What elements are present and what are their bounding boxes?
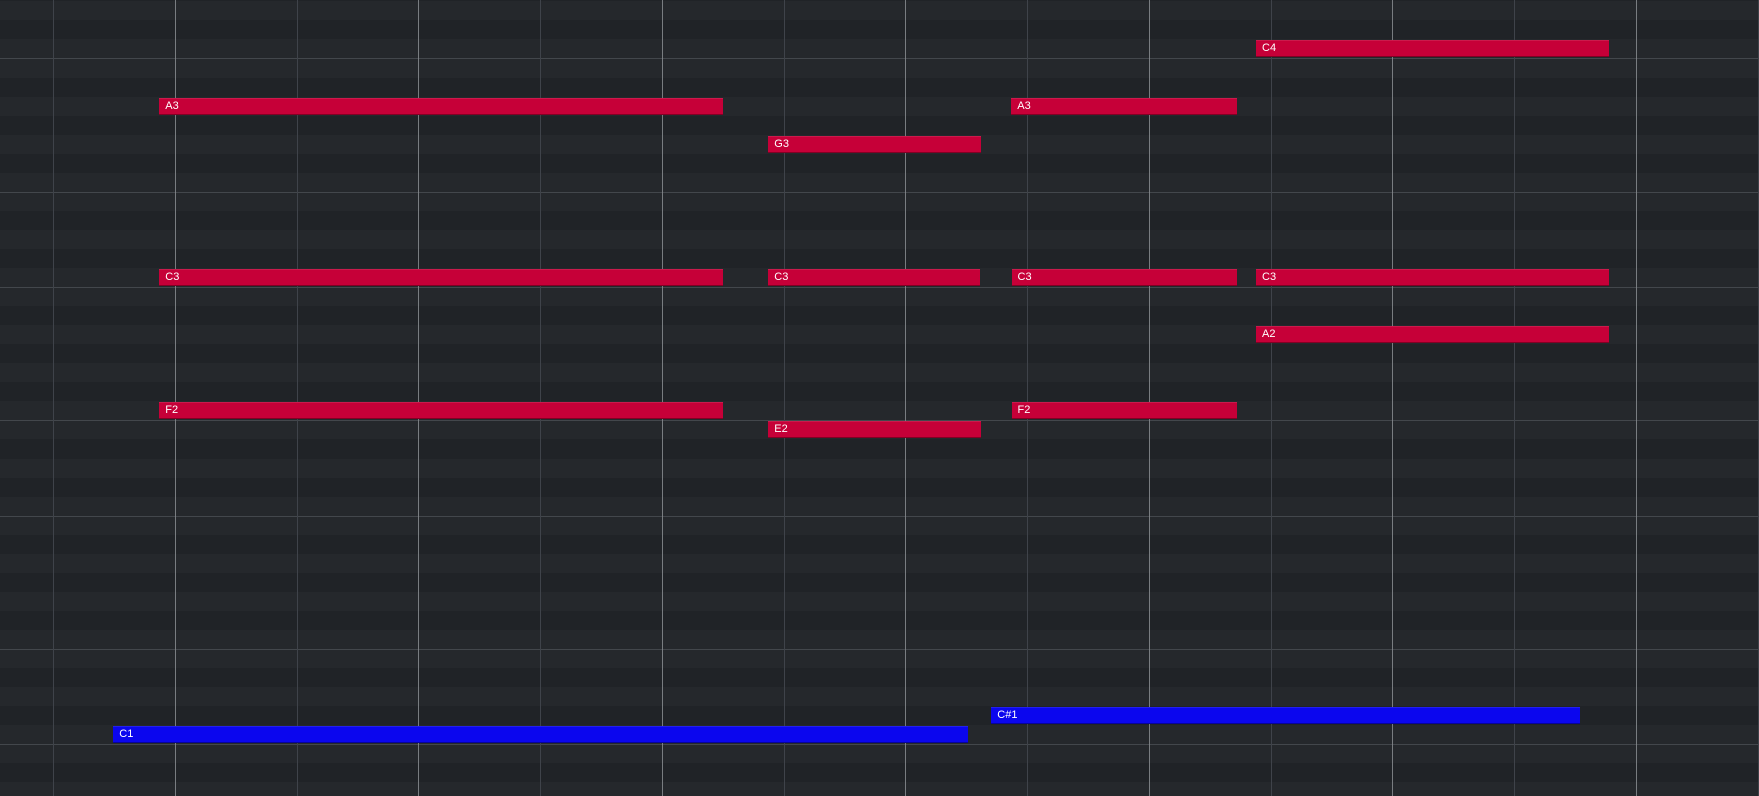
note-label: E2 xyxy=(774,423,788,436)
note-g3[interactable]: G3 xyxy=(768,135,982,153)
grid-row-a0 xyxy=(0,782,1759,796)
grid-line xyxy=(540,0,542,796)
grid-row-g1 xyxy=(0,591,1759,612)
grid-row-cs3 xyxy=(0,248,1759,269)
grid-row-ds2 xyxy=(0,439,1759,459)
grid-row-e3 xyxy=(0,191,1759,212)
grid-row-as0 xyxy=(0,763,1759,783)
grid-row-c2 xyxy=(0,496,1759,517)
octave-boundary-line xyxy=(0,58,1759,60)
grid-row-cs4 xyxy=(0,20,1759,40)
grid-row-gs1 xyxy=(0,572,1759,593)
grid-line xyxy=(1757,0,1759,796)
grid-row-d4 xyxy=(0,1,1759,21)
grid-row-as3 xyxy=(0,77,1759,98)
note-label: C3 xyxy=(1262,271,1277,283)
grid-line xyxy=(1027,0,1029,796)
grid-row-ds3 xyxy=(0,210,1759,231)
note-label: A3 xyxy=(165,99,179,112)
note-label: F2 xyxy=(165,404,179,417)
note-c3[interactable]: C3 xyxy=(1011,269,1238,286)
ef-boundary-line xyxy=(0,191,1759,193)
beat-line xyxy=(661,0,663,796)
note-label: C3 xyxy=(165,271,180,283)
beat-line xyxy=(1392,0,1394,796)
grid-row-fs3 xyxy=(0,153,1759,174)
grid-line xyxy=(783,0,785,796)
beat-line xyxy=(174,0,176,796)
grid-row-fs2 xyxy=(0,382,1759,402)
grid-line xyxy=(296,0,298,796)
note-f2[interactable]: F2 xyxy=(159,402,723,420)
note-label: C1 xyxy=(119,728,134,741)
note-label: C#1 xyxy=(997,709,1018,722)
grid-row-d3 xyxy=(0,229,1759,250)
beat-line xyxy=(418,0,420,796)
grid-row-f3 xyxy=(0,172,1759,193)
note-e2[interactable]: E2 xyxy=(768,421,981,439)
beat-line xyxy=(1148,0,1150,796)
note-c3[interactable]: C3 xyxy=(768,269,981,286)
grid-row-e1 xyxy=(0,649,1759,669)
ef-boundary-line xyxy=(0,649,1759,650)
note-label: A3 xyxy=(1017,99,1031,112)
grid-row-a1 xyxy=(0,553,1759,574)
beat-line xyxy=(905,0,907,796)
grid-row-ds4 xyxy=(0,0,1759,2)
grid-row-b0 xyxy=(0,744,1759,764)
note-c3[interactable]: C3 xyxy=(1256,269,1609,286)
note-c3[interactable]: C3 xyxy=(159,269,723,286)
ef-boundary-line xyxy=(0,420,1759,422)
note-label: C3 xyxy=(1017,271,1032,283)
note-label: G3 xyxy=(774,137,789,150)
note-a3[interactable]: A3 xyxy=(1011,97,1238,115)
note-cs1[interactable]: C#1 xyxy=(991,707,1580,725)
octave-boundary-line xyxy=(0,287,1759,289)
beat-line xyxy=(1635,0,1637,796)
note-a3[interactable]: A3 xyxy=(159,97,723,115)
grid-row-fs1 xyxy=(0,610,1759,631)
note-c1[interactable]: C1 xyxy=(113,726,969,744)
note-c4[interactable]: C4 xyxy=(1256,40,1609,58)
grid-row-cs2 xyxy=(0,477,1759,498)
note-label: C4 xyxy=(1262,42,1277,55)
note-label: A2 xyxy=(1262,328,1276,341)
grid-row-b2 xyxy=(0,287,1759,307)
grid-row-d2 xyxy=(0,458,1759,479)
grid-row-d1 xyxy=(0,687,1759,707)
note-label: C3 xyxy=(774,271,789,283)
grid-line xyxy=(53,0,55,796)
note-a2[interactable]: A2 xyxy=(1256,326,1609,344)
grid-row-b3 xyxy=(0,58,1759,78)
grid-row-as2 xyxy=(0,306,1759,326)
grid-row-gs2 xyxy=(0,344,1759,364)
note-f2[interactable]: F2 xyxy=(1011,402,1237,420)
grid-line xyxy=(1270,0,1272,796)
octave-boundary-line xyxy=(0,515,1759,517)
grid-row-g2 xyxy=(0,363,1759,383)
note-label: F2 xyxy=(1017,404,1031,417)
grid-row-ds1 xyxy=(0,668,1759,688)
grid-line xyxy=(1514,0,1516,796)
grid-row-b1 xyxy=(0,515,1759,536)
grid-row-gs3 xyxy=(0,115,1759,136)
grid-row-f1 xyxy=(0,629,1759,650)
octave-boundary-line xyxy=(0,744,1759,746)
grid-row-as1 xyxy=(0,534,1759,555)
